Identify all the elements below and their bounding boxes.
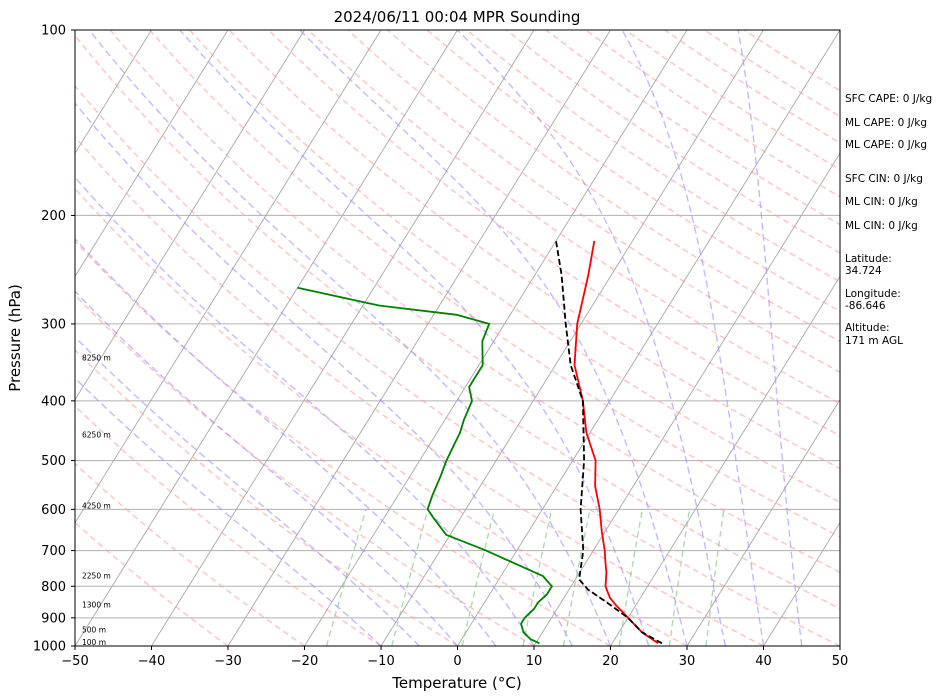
altitude-marker-label: 100 m: [82, 638, 106, 647]
isotherm-line: [227, 30, 611, 646]
y-tick-label: 900: [41, 611, 66, 626]
y-tick-label: 100: [41, 24, 66, 39]
isotherm-line: [75, 30, 382, 524]
dry-adiabat-line: [75, 349, 458, 646]
y-tick-label: 600: [41, 503, 66, 518]
dry-adiabat-line: [347, 30, 840, 373]
altitude-labels: 100 m 500 m 1300 m 2250 m 4250 m 6250 m 8250 m: [82, 353, 111, 647]
mixing-ratio-line: [391, 509, 429, 646]
y-tick-label: 200: [41, 209, 66, 224]
ml-cape-text: ML CAPE: 0 J/kg: [845, 117, 927, 129]
dry-adiabat-line: [466, 30, 840, 283]
mixing-ratio-line: [705, 509, 725, 646]
altitude-marker-label: 2250 m: [82, 572, 111, 581]
y-tick-label: 700: [41, 544, 66, 559]
altitude-value: 171 m AGL: [845, 335, 903, 347]
altitude-marker-label: 6250 m: [82, 430, 111, 439]
mixing-ratio-line: [325, 509, 367, 646]
isotherm-line: [610, 275, 840, 646]
moist-adiabat-line: [75, 290, 459, 646]
isotherm-line: [457, 30, 840, 646]
isotherm-line: [686, 398, 840, 646]
x-tick-label: 20: [602, 654, 619, 669]
dry-adiabat-line: [75, 84, 840, 646]
moist-adiabat-line: [179, 30, 650, 646]
altitude-marker-label: 500 m: [82, 626, 106, 635]
sfc-cin-text: SFC CIN: 0 J/kg: [845, 173, 923, 185]
moist-adiabat-line: [75, 102, 573, 646]
altitude-marker-label: 1300 m: [82, 601, 111, 610]
ml-cin-text: ML CIN: 0 J/kg: [845, 196, 918, 208]
y-tick-label: 300: [41, 317, 66, 332]
x-tick-label: 0: [453, 654, 461, 669]
mixing-ratio-line: [522, 509, 553, 646]
isotherm-line: [763, 521, 840, 646]
x-tick-label: −50: [61, 654, 88, 669]
temperature-profile-line: [573, 240, 659, 645]
dry-adiabat-line: [109, 30, 840, 574]
altitude-label: Altitude:: [845, 322, 890, 334]
mixing-ratio-line: [618, 509, 644, 646]
dewpoint-profile-line: [297, 286, 554, 645]
altitude-marker-label: 8250 m: [82, 353, 111, 362]
ml-cin-text-2: ML CIN: 0 J/kg: [845, 220, 918, 232]
x-tick-label: 50: [832, 654, 849, 669]
x-tick-label: 30: [679, 654, 696, 669]
latitude-value: 34.724: [845, 265, 882, 277]
dry-adiabat-line: [188, 30, 840, 504]
dry-adiabat-line: [75, 135, 764, 646]
x-tick-label: −30: [214, 654, 241, 669]
moist-adiabat-line: [88, 30, 612, 646]
x-tick-label: 40: [755, 654, 772, 669]
isotherm-line: [380, 30, 764, 646]
latitude-label: Latitude:: [845, 253, 892, 265]
moist-adiabat-line: [75, 176, 535, 646]
x-tick-label: 10: [526, 654, 543, 669]
x-tick-label: −40: [138, 654, 165, 669]
plot-area: [75, 30, 840, 646]
sounding-stats: SFC CAPE: 0 J/kg ML CAPE: 0 J/kg ML CAPE…: [845, 93, 932, 347]
dry-adiabat-line: [75, 34, 840, 610]
moist-adiabat-line: [456, 30, 726, 646]
dry-adiabat-line: [149, 30, 840, 538]
y-tick-label: 400: [41, 394, 66, 409]
parcel-profile-line: [555, 240, 663, 645]
mixing-ratio-line: [668, 509, 691, 646]
dry-adiabat-line: [75, 294, 535, 646]
ml-cape-text-2: ML CAPE: 0 J/kg: [845, 139, 927, 151]
chart-title: 2024/06/11 00:04 MPR Sounding: [334, 8, 581, 26]
background-lines: [75, 30, 840, 646]
moist-adiabat-line: [75, 377, 382, 646]
mixing-ratio-line: [562, 509, 591, 646]
y-tick-label: 1000: [33, 640, 66, 655]
isotherm-line: [533, 152, 840, 646]
moist-adiabat-line: [621, 30, 765, 646]
altitude-marker-label: 4250 m: [82, 501, 111, 510]
isotherm-line: [304, 30, 688, 646]
isotherm-line: [75, 30, 229, 278]
y-axis-label: Pressure (hPa): [6, 284, 24, 392]
longitude-label: Longitude:: [845, 288, 901, 300]
dry-adiabat-line: [75, 462, 305, 646]
dry-adiabat-line: [75, 521, 229, 646]
y-axis-ticks: 100 200 300 400 500 600 700 800 900 1000: [33, 24, 75, 655]
x-tick-label: −10: [367, 654, 394, 669]
x-axis-label: Temperature (°C): [391, 674, 521, 692]
moist-adiabat-line: [737, 30, 803, 646]
y-tick-label: 500: [41, 454, 66, 469]
mixing-ratio-line: [461, 509, 496, 646]
x-tick-label: −20: [291, 654, 318, 669]
x-axis-ticks: −50 −40 −30 −20 −10 0 10 20 30 40 50: [61, 646, 848, 669]
isotherm-line: [75, 30, 458, 646]
data-series: [297, 240, 663, 645]
dry-adiabat-line: [307, 30, 840, 405]
sfc-cape-text: SFC CAPE: 0 J/kg: [845, 93, 932, 105]
y-tick-label: 800: [41, 580, 66, 595]
longitude-value: -86.646: [845, 300, 886, 312]
isotherm-line: [75, 30, 152, 155]
moist-adiabat-line: [75, 237, 497, 646]
isotherm-line: [75, 30, 305, 401]
